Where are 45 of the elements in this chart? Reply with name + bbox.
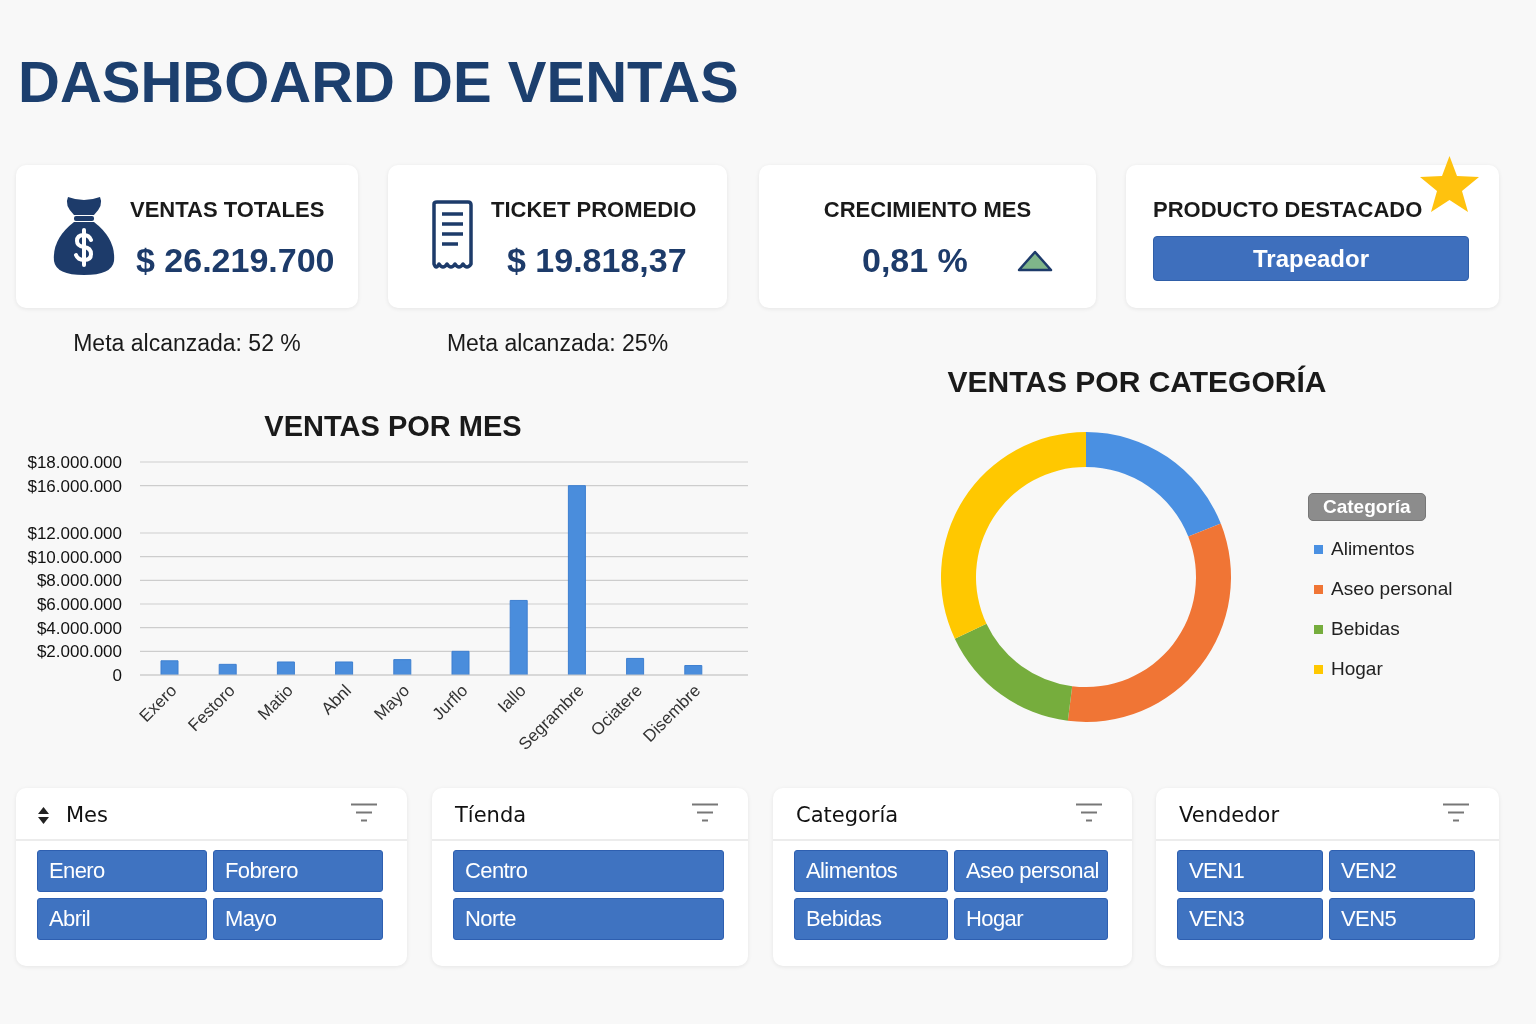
slicer-button: Alimentos [794,850,948,892]
text: PRODUCTO DESTACADO [1153,196,1423,224]
chart-title: VENTAS POR CATEGORÍA [947,364,1327,400]
slicer-button: VEN3 [1177,898,1323,940]
text: Meta alcanzada: 25% [446,329,669,358]
text: CRECIMIENTO MES [823,196,1032,224]
slicer-button: VEN5 [1329,898,1475,940]
product-button: Trapeador [1153,236,1469,281]
legend-label: Hogar [1331,658,1383,680]
y-tick-label: $4.000.000 [36,618,122,638]
legend-label: Alimentos [1331,538,1415,560]
y-tick-label: $10.000.000 [27,547,122,567]
slicer-button: Norte [453,898,724,940]
slicer-button: Mayo [213,898,383,940]
chart-title: VENTAS POR MES [264,409,522,444]
slicer-button: VEN2 [1329,850,1475,892]
text: Vendedor [1179,802,1280,829]
slicer-button: VEN1 [1177,850,1323,892]
text: Meta alcanzada: 52 % [73,329,301,358]
slicer-button: Bebidas [794,898,948,940]
y-tick-label: $18.000.000 [27,453,122,473]
legend-label: Bebidas [1331,618,1400,640]
y-tick-label: $8.000.000 [36,571,122,591]
text: $ 26.219.700 [136,240,335,281]
y-tick-label: $6.000.000 [36,595,122,615]
y-tick-label: 0 [112,666,122,686]
slicer-button: Abril [37,898,207,940]
slicer-button: Fobrero [213,850,383,892]
y-tick-label: $2.000.000 [36,642,122,662]
y-tick-label: $12.000.000 [27,524,122,544]
slicer-button: Enero [37,850,207,892]
text: Categoría [796,802,899,829]
text: Tíenda [455,802,527,829]
slicer-button: Hogar [954,898,1108,940]
text: DASHBOARD DE VENTAS [18,48,739,116]
text: Mes [66,802,108,829]
text: 0,81 % [862,240,968,281]
slicer-button: Centro [453,850,724,892]
legend-label: Aseo personal [1331,578,1453,600]
slicer-button: Aseo personal [954,850,1108,892]
y-tick-label: $16.000.000 [27,476,122,496]
text: $ 19.818,37 [507,240,687,281]
text: TICKET PROMEDIO [491,196,697,224]
legend-title: Categoría [1308,493,1426,521]
text: VENTAS TOTALES [130,196,325,224]
